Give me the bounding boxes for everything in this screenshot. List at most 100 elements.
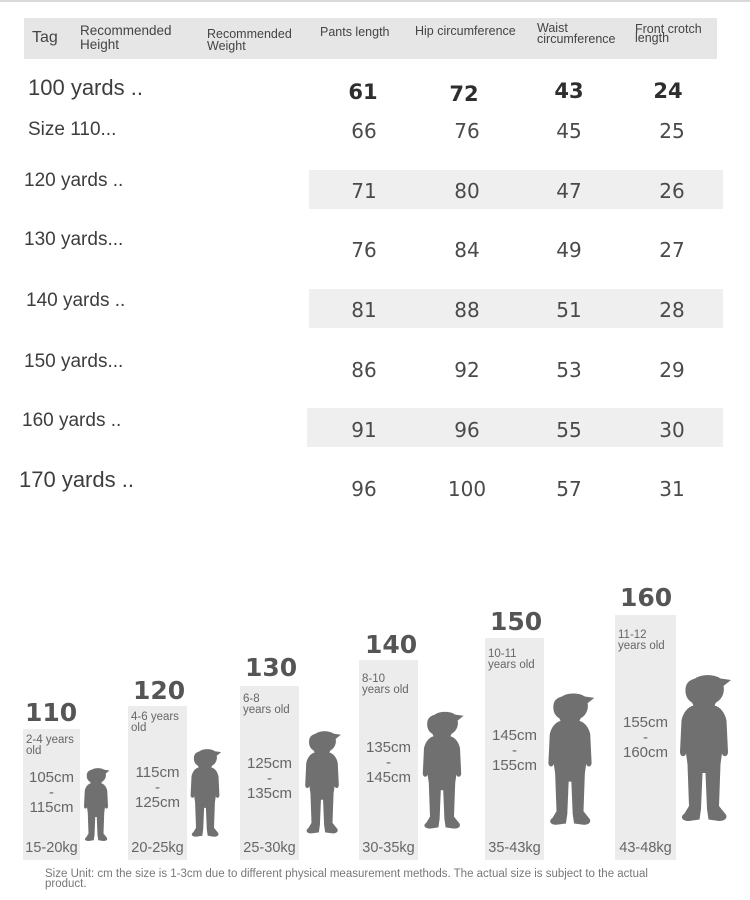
age-years: 2-4 years — [26, 734, 74, 746]
height-max: 135cm — [246, 785, 293, 802]
age-years: 10-11 — [488, 648, 517, 660]
header-front-crotch-length: Front crotch length — [635, 22, 702, 45]
row-tag: 140 yards .. — [26, 290, 126, 311]
header-hip-circumference: Hip circumference — [415, 24, 516, 38]
row-front-crotch-length: 28 — [659, 298, 685, 322]
height-range: 105cm -115cm — [23, 770, 80, 815]
row-waist-circumference: 55 — [556, 418, 582, 442]
weight-range: 20-25kg — [131, 840, 184, 856]
size-label: 160 — [620, 583, 673, 612]
row-waist-circumference: 47 — [556, 179, 582, 203]
row-hip-circumference: 88 — [454, 298, 480, 322]
header-tag: Tag — [32, 29, 58, 46]
size-card: 8-10 years old 135cm -145cm 30-35kg — [359, 660, 418, 860]
child-silhouette-icon — [305, 731, 341, 834]
weight-range: 35-43kg — [488, 840, 541, 856]
row-hip-circumference: 76 — [454, 119, 480, 143]
age-unit: years old — [243, 704, 290, 716]
row-front-crotch-length: 24 — [653, 79, 683, 103]
age-unit: old — [26, 745, 42, 757]
size-label: 150 — [490, 607, 543, 636]
range-dash: - — [267, 770, 272, 787]
age-years: 11-12 — [618, 629, 647, 641]
row-tag: 170 yards .. — [19, 467, 134, 492]
row-front-crotch-length: 25 — [659, 119, 685, 143]
age-range: 6-8 years old — [243, 693, 290, 716]
row-pants-length: 91 — [351, 418, 377, 442]
row-waist-circumference: 43 — [554, 79, 584, 103]
row-pants-length: 66 — [351, 119, 377, 143]
height-min: 105cm — [28, 769, 75, 786]
weight-range: 15-20kg — [25, 840, 78, 856]
size-label: 140 — [365, 630, 418, 659]
height-range: 125cm -135cm — [240, 756, 299, 801]
range-dash: - — [643, 729, 648, 746]
height-max: 125cm — [134, 794, 181, 811]
size-label: 120 — [133, 676, 186, 705]
row-hip-circumference: 72 — [449, 82, 479, 106]
row-hip-circumference: 92 — [454, 358, 480, 382]
row-band-160 — [22, 408, 723, 447]
size-card: 6-8 years old 125cm -135cm 25-30kg — [240, 686, 299, 860]
height-range: 155cm -160cm — [615, 715, 676, 760]
height-max: 160cm — [622, 744, 669, 761]
height-max: 115cm — [29, 799, 74, 816]
range-dash: - — [155, 779, 160, 796]
header-waist-circumference: Waist circumference — [537, 21, 616, 46]
header-pants-length: Pants length — [320, 25, 390, 39]
header-recommended-weight: Recommended Weight — [207, 27, 292, 53]
row-tag: 100 yards .. — [28, 75, 143, 100]
child-silhouette-icon — [84, 768, 110, 841]
age-range: 4-6 years old — [131, 711, 179, 734]
size-footnote: Size Unit: cm the size is 1-3cm due to d… — [45, 868, 648, 890]
height-min: 135cm — [365, 739, 412, 756]
row-hip-circumference: 80 — [454, 179, 480, 203]
row-waist-circumference: 53 — [556, 358, 582, 382]
range-dash: - — [386, 754, 391, 771]
row-waist-circumference: 51 — [556, 298, 582, 322]
age-years: 6-8 — [243, 693, 260, 705]
row-pants-length: 76 — [351, 238, 377, 262]
row-pants-length: 96 — [351, 477, 377, 501]
row-hip-circumference: 100 — [447, 477, 487, 501]
height-min: 155cm — [622, 714, 669, 731]
size-card: 10-11 years old 145cm -155cm 35-43kg — [485, 638, 544, 860]
header-recommended-height: Recommended Height — [80, 23, 172, 52]
height-range: 145cm -155cm — [485, 728, 544, 773]
row-band-140 — [24, 289, 723, 328]
row-front-crotch-length: 27 — [659, 238, 685, 262]
row-pants-length: 61 — [348, 80, 378, 104]
height-min: 125cm — [246, 755, 293, 772]
row-waist-circumference: 49 — [556, 238, 582, 262]
size-card: 2-4 years old 105cm -115cm 15-20kg — [23, 729, 80, 860]
row-tag: Size 110... — [28, 119, 117, 140]
row-tag: 150 yards... — [24, 351, 124, 372]
top-divider — [0, 0, 750, 2]
height-min: 115cm — [135, 764, 180, 781]
age-range: 2-4 years old — [26, 734, 74, 757]
size-label: 110 — [25, 698, 78, 727]
age-unit: years old — [488, 659, 535, 671]
weight-range: 43-48kg — [619, 840, 672, 856]
age-range: 8-10 years old — [362, 673, 409, 696]
height-max: 155cm — [491, 757, 538, 774]
row-tag: 120 yards .. — [24, 170, 124, 191]
size-card: 11-12 years old 155cm -160cm 43-48kg — [615, 615, 676, 860]
row-front-crotch-length: 29 — [659, 358, 685, 382]
height-range: 115cm -125cm — [128, 765, 187, 810]
height-range: 135cm -145cm — [359, 740, 418, 785]
row-pants-length: 81 — [351, 298, 377, 322]
age-unit: years old — [618, 640, 665, 652]
range-dash: - — [49, 784, 54, 801]
range-dash: - — [512, 742, 517, 759]
weight-range: 30-35kg — [362, 840, 415, 856]
row-pants-length: 86 — [351, 358, 377, 382]
row-hip-circumference: 84 — [454, 238, 480, 262]
child-silhouette-icon — [548, 693, 595, 825]
height-min: 145cm — [491, 727, 538, 744]
row-tag: 130 yards... — [24, 229, 124, 250]
row-front-crotch-length: 30 — [659, 418, 685, 442]
age-years: 4-6 years — [131, 711, 179, 723]
weight-range: 25-30kg — [243, 840, 296, 856]
child-silhouette-icon — [680, 675, 731, 821]
